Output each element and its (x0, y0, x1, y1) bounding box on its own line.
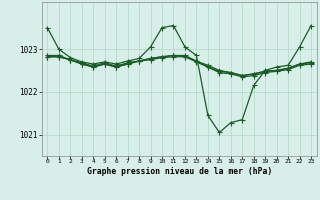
X-axis label: Graphe pression niveau de la mer (hPa): Graphe pression niveau de la mer (hPa) (87, 167, 272, 176)
